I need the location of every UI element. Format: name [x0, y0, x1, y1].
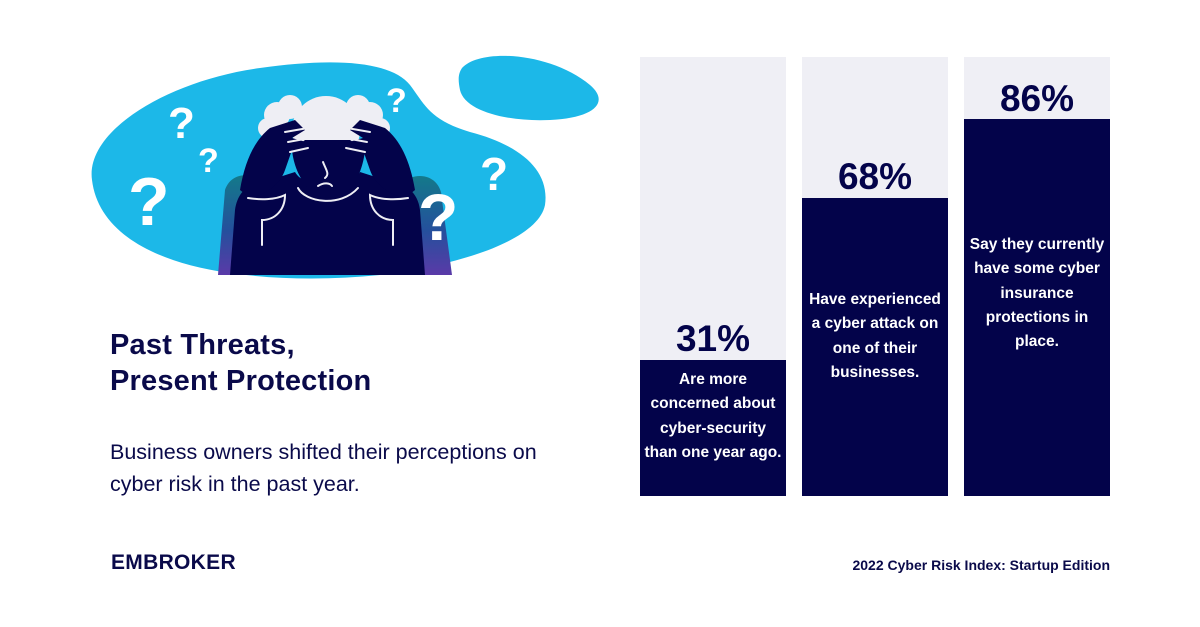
svg-text:?: ?	[198, 142, 219, 180]
right-arm-shape	[349, 120, 415, 198]
bar-fill: Say they currently have some cyber insur…	[964, 119, 1110, 496]
bar-description: Are more concerned about cyber-security …	[644, 371, 782, 461]
page-subtitle: Business owners shifted their perception…	[110, 440, 537, 496]
source-citation: 2022 Cyber Risk Index: Startup Edition	[852, 557, 1110, 573]
bar-value-label: 31%	[675, 318, 751, 359]
bar-attacked: 68% Have experienced a cyber attack on o…	[802, 57, 948, 496]
svg-text:?: ?	[418, 180, 458, 254]
svg-text:?: ?	[128, 164, 170, 240]
title-line-1: Past Threats,	[110, 329, 295, 361]
question-mark-icon: ? ? ? ? ? ?	[128, 82, 508, 254]
svg-text:?: ?	[168, 99, 195, 148]
bar-fill: Are more concerned about cyber-security …	[640, 360, 786, 496]
bar-insured: 86% Say they currently have some cyber i…	[964, 57, 1110, 496]
left-arm-shape	[240, 120, 306, 198]
bar-value-label: 68%	[837, 156, 913, 197]
bar-value-label: 86%	[999, 78, 1075, 119]
page-title: Past Threats, Present Protection	[110, 327, 371, 399]
embroker-logo: EMBROKER	[111, 551, 236, 574]
bar-description: Say they currently have some cyber insur…	[969, 236, 1105, 351]
bar-description: Have experienced a cyber attack on one o…	[809, 291, 941, 381]
title-line-2: Present Protection	[110, 365, 372, 397]
svg-text:?: ?	[386, 82, 407, 120]
svg-text:?: ?	[480, 148, 508, 200]
bar-fill: Have experienced a cyber attack on one o…	[802, 198, 948, 496]
stressed-person-illustration: ? ? ? ? ? ?	[91, 55, 599, 279]
bar-concerned: 31% Are more concerned about cyber-secur…	[640, 57, 786, 496]
small-blob-shape	[458, 55, 599, 121]
